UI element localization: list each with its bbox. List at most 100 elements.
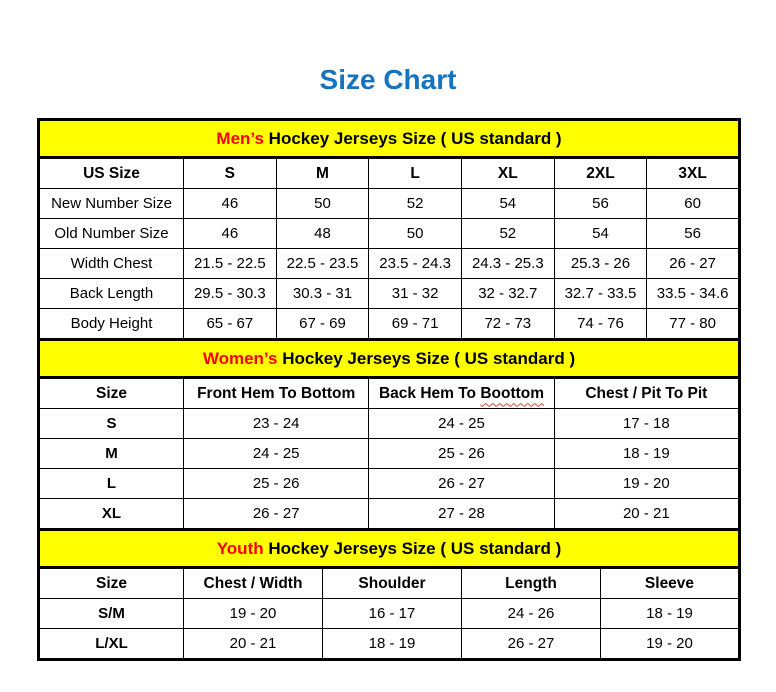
size-value: 46 <box>183 218 277 249</box>
womens-col-header: Size <box>38 377 184 409</box>
size-value: 50 <box>368 218 462 249</box>
table-row: Width Chest 21.5 - 22.5 22.5 - 23.5 23.5… <box>38 248 740 279</box>
size-value: 56 <box>553 188 648 219</box>
size-value: 30.3 - 31 <box>275 278 370 309</box>
row-label: XL <box>38 498 184 530</box>
row-label: Width Chest <box>38 248 184 279</box>
mens-col-header: 3XL <box>646 157 740 189</box>
row-label: Back Length <box>38 278 184 309</box>
size-value: 72 - 73 <box>460 308 555 340</box>
size-value: 50 <box>275 188 370 219</box>
size-value: 77 - 80 <box>646 308 740 340</box>
table-row: S 23 - 24 24 - 25 17 - 18 <box>38 408 741 439</box>
womens-banner-highlight: Women’s <box>202 348 278 368</box>
table-row: New Number Size 46 50 52 54 56 60 <box>38 188 740 219</box>
size-value: 27 - 28 <box>368 498 555 530</box>
size-value: 33.5 - 34.6 <box>646 278 740 309</box>
size-value: 26 - 27 <box>461 628 601 660</box>
mens-banner-row: Men’s Hockey Jerseys Size ( US standard … <box>37 118 741 159</box>
size-value: 60 <box>646 188 740 219</box>
size-value: 18 - 19 <box>553 438 741 469</box>
size-value: 46 <box>183 188 277 219</box>
size-value: 19 - 20 <box>600 628 740 660</box>
table-row: L 25 - 26 26 - 27 19 - 20 <box>38 468 741 499</box>
womens-col-header: Front Hem To Bottom <box>182 377 370 409</box>
page-title: Size Chart <box>319 64 457 95</box>
size-value: 65 - 67 <box>183 308 277 340</box>
size-value: 24 - 25 <box>182 438 370 469</box>
size-value: 24 - 25 <box>368 408 555 439</box>
back-hem-typo-misspelled: Boottom <box>480 384 545 402</box>
size-value: 67 - 69 <box>275 308 370 340</box>
table-row: Old Number Size 46 48 50 52 54 56 <box>38 218 740 249</box>
table-row: M 24 - 25 25 - 26 18 - 19 <box>38 438 741 469</box>
youth-col-header: Chest / Width <box>183 567 323 599</box>
mens-banner-text: Hockey Jerseys Size ( US standard ) <box>263 128 562 148</box>
mens-col-header: 2XL <box>553 157 648 189</box>
size-value: 54 <box>460 188 555 219</box>
size-value: 23 - 24 <box>182 408 370 439</box>
table-row: Body Height 65 - 67 67 - 69 69 - 71 72 -… <box>38 308 740 340</box>
size-value: 52 <box>368 188 462 219</box>
youth-col-header: Size <box>38 567 184 599</box>
womens-banner-text: Hockey Jerseys Size ( US standard ) <box>277 348 576 368</box>
mens-col-header: US Size <box>38 157 184 189</box>
womens-banner-row: Women’s Hockey Jerseys Size ( US standar… <box>37 338 741 379</box>
size-value: 32 - 32.7 <box>460 278 555 309</box>
size-value: 20 - 21 <box>553 498 741 530</box>
size-value: 20 - 21 <box>183 628 323 660</box>
size-value: 24 - 26 <box>461 598 601 629</box>
row-label: S <box>38 408 184 439</box>
row-label: New Number Size <box>38 188 184 219</box>
back-hem-text: Back Hem To <box>378 384 481 402</box>
mens-col-header: S <box>183 157 277 189</box>
row-label: L <box>38 468 184 499</box>
mens-banner: Men’s Hockey Jerseys Size ( US standard … <box>37 118 741 159</box>
size-value: 52 <box>460 218 555 249</box>
youth-banner-row: Youth Hockey Jerseys Size ( US standard … <box>37 528 741 569</box>
size-value: 17 - 18 <box>553 408 741 439</box>
size-value: 26 - 27 <box>646 248 740 279</box>
womens-header-row: Size Front Hem To Bottom Back Hem To Boo… <box>38 377 741 409</box>
row-label: L/XL <box>38 628 184 660</box>
row-label: Old Number Size <box>38 218 184 249</box>
size-value: 26 - 27 <box>182 498 370 530</box>
womens-col-header: Chest / Pit To Pit <box>553 377 741 409</box>
table-row: S/M 19 - 20 16 - 17 24 - 26 18 - 19 <box>38 598 740 629</box>
size-value: 19 - 20 <box>183 598 323 629</box>
row-label: S/M <box>38 598 184 629</box>
mens-col-header: M <box>275 157 370 189</box>
row-label: Body Height <box>38 308 184 340</box>
size-value: 18 - 19 <box>600 598 740 629</box>
table-row: XL 26 - 27 27 - 28 20 - 21 <box>38 498 741 530</box>
youth-banner-text: Hockey Jerseys Size ( US standard ) <box>263 538 562 558</box>
youth-banner-highlight: Youth <box>216 538 264 558</box>
youth-col-header: Shoulder <box>322 567 462 599</box>
size-value: 32.7 - 33.5 <box>553 278 648 309</box>
size-chart-tables: Men’s Hockey Jerseys Size ( US standard … <box>37 118 741 661</box>
size-value: 48 <box>275 218 370 249</box>
size-value: 25.3 - 26 <box>553 248 648 279</box>
youth-col-header: Length <box>461 567 601 599</box>
womens-banner: Women’s Hockey Jerseys Size ( US standar… <box>37 338 741 379</box>
youth-banner: Youth Hockey Jerseys Size ( US standard … <box>37 528 741 569</box>
size-value: 74 - 76 <box>553 308 648 340</box>
size-value: 18 - 19 <box>322 628 462 660</box>
mens-col-header: XL <box>460 157 555 189</box>
mens-size-table: Men’s Hockey Jerseys Size ( US standard … <box>37 118 741 341</box>
size-value: 26 - 27 <box>368 468 555 499</box>
row-label: M <box>38 438 184 469</box>
size-value: 31 - 32 <box>368 278 462 309</box>
size-value: 29.5 - 30.3 <box>183 278 277 309</box>
size-value: 19 - 20 <box>553 468 741 499</box>
size-value: 69 - 71 <box>368 308 462 340</box>
size-value: 25 - 26 <box>182 468 370 499</box>
womens-size-table: Women’s Hockey Jerseys Size ( US standar… <box>37 338 741 531</box>
table-row: Back Length 29.5 - 30.3 30.3 - 31 31 - 3… <box>38 278 740 309</box>
size-value: 56 <box>646 218 740 249</box>
womens-col-header: Back Hem To Boottom <box>368 377 555 409</box>
mens-col-header: L <box>368 157 462 189</box>
size-value: 21.5 - 22.5 <box>183 248 277 279</box>
size-value: 25 - 26 <box>368 438 555 469</box>
size-value: 23.5 - 24.3 <box>368 248 462 279</box>
